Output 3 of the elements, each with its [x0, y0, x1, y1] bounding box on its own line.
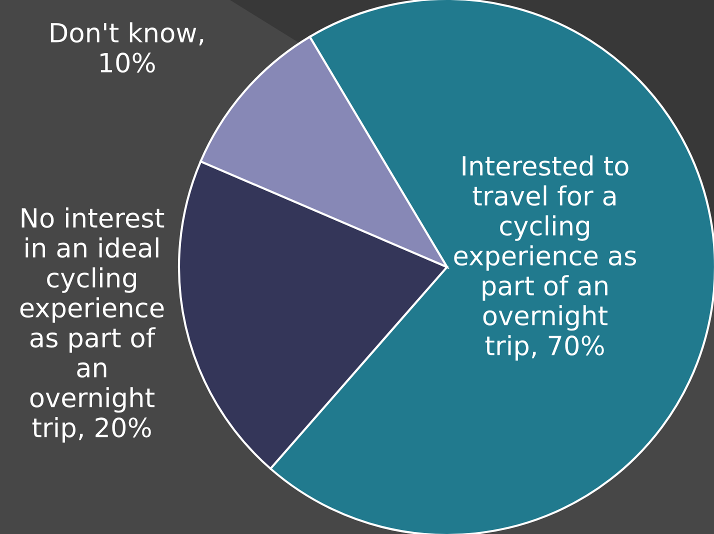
slice-label: Don't know, 10% [50, 22, 204, 73]
slice-label: Interested to travel for a cycling experience as part of an overnight trip, 70% [454, 155, 636, 361]
slice-label: No interest in an ideal cycling experience as part of an overnight trip, 20% [20, 207, 164, 443]
